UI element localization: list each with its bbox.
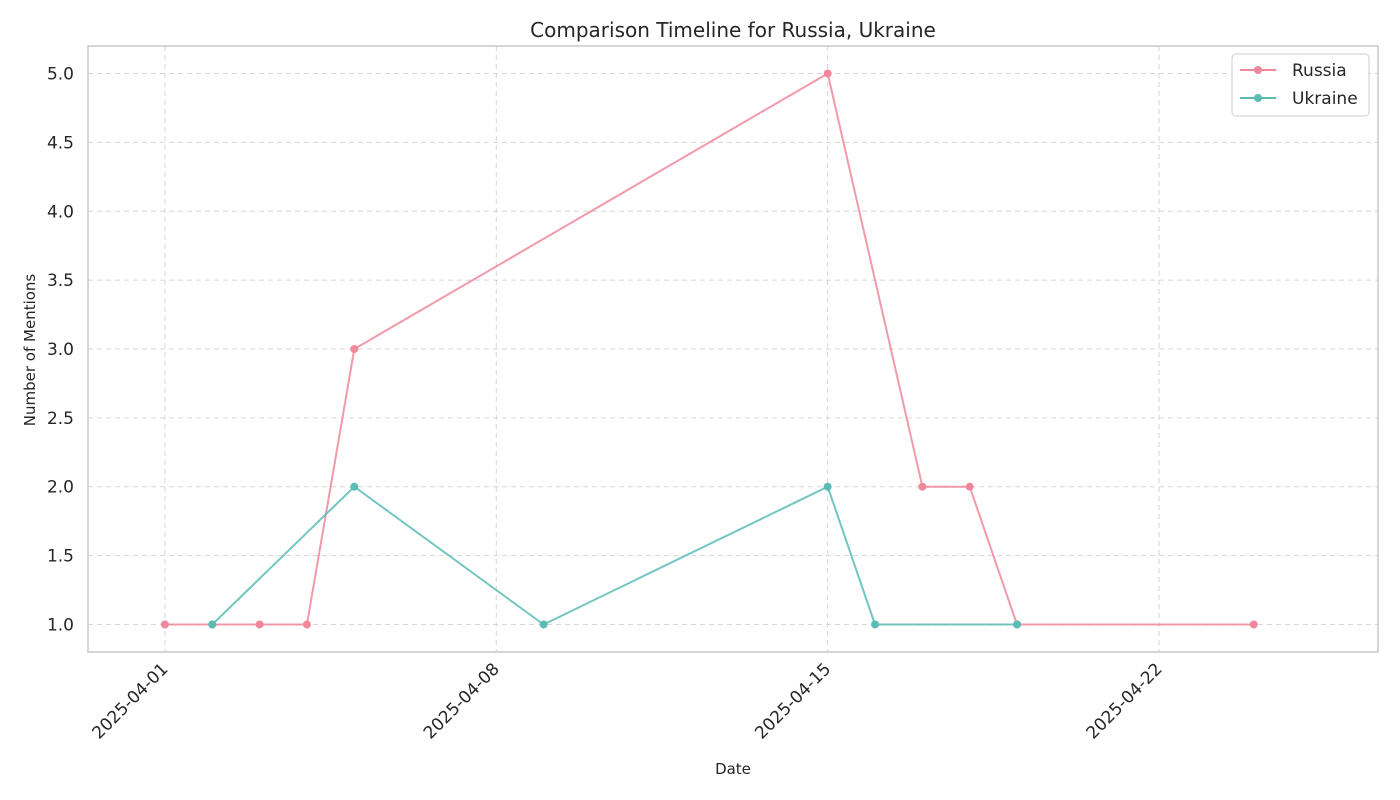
data-point-russia [823, 69, 832, 78]
data-point-ukraine [823, 482, 832, 491]
y-tick-label: 4.0 [47, 202, 74, 222]
data-point-russia [255, 620, 264, 629]
y-tick-label: 4.5 [47, 133, 74, 153]
series-layer [160, 69, 1258, 629]
series-line-russia [164, 72, 1254, 626]
y-tick-label: 3.5 [47, 271, 74, 291]
series-line-ukraine [211, 485, 1017, 626]
y-tick-label: 5.0 [47, 65, 74, 85]
data-point-ukraine [1013, 620, 1022, 629]
legend-label-russia: Russia [1292, 61, 1347, 81]
y-tick-label: 2.5 [47, 409, 74, 429]
y-tick-label: 1.5 [47, 547, 74, 567]
data-point-russia [350, 345, 359, 353]
legend-label-ukraine: Ukraine [1292, 89, 1358, 109]
data-point-russia [965, 482, 974, 491]
y-axis-label: Number of Mentions [21, 274, 39, 427]
data-point-ukraine [539, 620, 548, 629]
plot-frame [87, 45, 1379, 653]
legend-swatch-marker [1254, 66, 1262, 74]
grid-lines [88, 46, 1378, 652]
chart-title: Comparison Timeline for Russia, Ukraine [530, 18, 936, 42]
x-axis-label: Date [715, 760, 751, 778]
y-tick-label: 3.0 [47, 340, 74, 360]
data-point-russia [160, 620, 169, 629]
data-point-russia [918, 482, 927, 491]
data-point-russia [302, 620, 311, 629]
y-tick-label: 2.0 [47, 478, 74, 498]
data-point-ukraine [350, 482, 359, 491]
y-tick-label: 1.0 [47, 615, 74, 635]
series-ukraine [208, 482, 1022, 629]
data-point-ukraine [208, 620, 217, 629]
legend-swatch-marker [1254, 94, 1262, 102]
legend: Russia Ukraine [1231, 53, 1370, 117]
data-point-ukraine [871, 620, 880, 629]
data-point-russia [1249, 620, 1258, 629]
